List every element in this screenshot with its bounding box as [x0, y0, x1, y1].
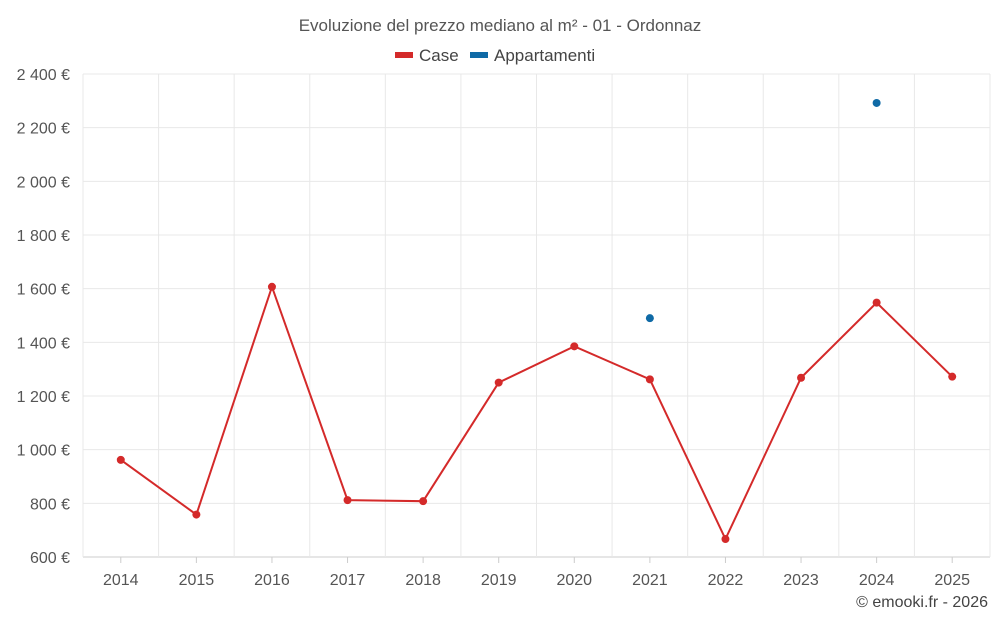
x-tick-label: 2025	[934, 572, 970, 589]
y-tick-label: 1 000 €	[17, 443, 70, 460]
x-tick-label: 2022	[708, 572, 744, 589]
data-point[interactable]	[116, 455, 125, 464]
x-tick-label: 2023	[783, 572, 819, 589]
legend-item-case[interactable]: Case	[395, 46, 459, 65]
x-tick-label: 2019	[481, 572, 517, 589]
data-point[interactable]	[494, 378, 503, 387]
y-tick-label: 600 €	[30, 550, 70, 567]
data-point[interactable]	[645, 314, 654, 323]
y-axis: 600 € 800 € 1 000 € 1 200 € 1 400 € 1 600 € 1 …	[17, 67, 70, 567]
y-tick-label: 800 €	[30, 496, 70, 513]
x-axis: 2014 2015 2016 2017 2018 2019 2020 2021 2022 2023…	[103, 557, 970, 589]
y-tick-label: 2 400 €	[17, 67, 70, 84]
x-tick-label: 2020	[556, 572, 592, 589]
x-tick-label: 2014	[103, 572, 139, 589]
x-tick-label: 2016	[254, 572, 290, 589]
legend[interactable]: Case Appartamenti	[395, 46, 595, 65]
y-tick-label: 1 600 €	[17, 282, 70, 299]
y-tick-label: 2 000 €	[17, 174, 70, 191]
series-case	[116, 282, 957, 544]
data-point[interactable]	[721, 535, 730, 544]
x-tick-label: 2024	[859, 572, 895, 589]
y-tick-label: 1 200 €	[17, 389, 70, 406]
series-layer	[116, 98, 957, 544]
data-point[interactable]	[948, 372, 957, 381]
data-point[interactable]	[192, 510, 201, 519]
y-tick-label: 1 800 €	[17, 228, 70, 245]
data-point[interactable]	[267, 282, 276, 291]
data-point[interactable]	[343, 496, 352, 505]
legend-item-appartamenti[interactable]: Appartamenti	[470, 46, 595, 65]
data-point[interactable]	[570, 342, 579, 351]
data-point[interactable]	[872, 98, 881, 107]
legend-swatch	[470, 52, 488, 58]
x-tick-label: 2018	[405, 572, 441, 589]
legend-label: Appartamenti	[494, 46, 595, 65]
data-point[interactable]	[872, 298, 881, 307]
legend-label: Case	[419, 46, 459, 65]
credit-text: © emooki.fr - 2026	[856, 594, 988, 611]
x-tick-label: 2015	[179, 572, 215, 589]
legend-swatch	[395, 52, 413, 58]
y-tick-label: 2 200 €	[17, 121, 70, 138]
data-point[interactable]	[797, 373, 806, 382]
x-tick-label: 2017	[330, 572, 366, 589]
grid	[82, 73, 991, 558]
data-point[interactable]	[645, 375, 654, 384]
chart-title: Evoluzione del prezzo mediano al m² - 01…	[299, 16, 702, 35]
series-appartamenti	[645, 98, 881, 323]
x-tick-label: 2021	[632, 572, 668, 589]
data-point[interactable]	[419, 497, 428, 506]
y-tick-label: 1 400 €	[17, 335, 70, 352]
series-line	[120, 283, 953, 542]
